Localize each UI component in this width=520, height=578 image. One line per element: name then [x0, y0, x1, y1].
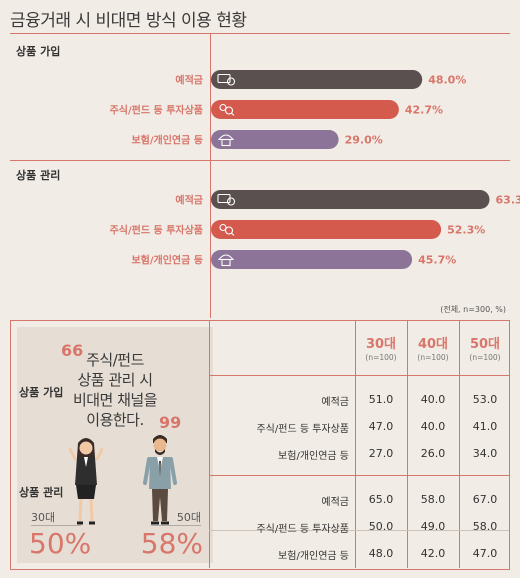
table-cell: 27.0	[368, 447, 394, 460]
column-sample-50s: (n=100)	[469, 353, 501, 362]
bar-category-label: 보험/개인연금 등	[131, 254, 203, 267]
table-row-label: 보험/개인연금 등	[278, 551, 349, 562]
right-age-rule	[151, 525, 201, 526]
bar-chart: 예적금 48.0% 주식/펀드 등 투자상품 42.7% 보험/개인연금 등 29.0% 예…	[110, 70, 520, 269]
table-row-label: 예적금	[321, 397, 349, 408]
callout-line-3: 비대면 채널을	[72, 391, 158, 409]
table-cell: 40.0	[420, 420, 446, 433]
table-cell: 58.0	[420, 493, 446, 506]
table-col-line	[459, 321, 460, 568]
table-section-label: 상품 관리	[19, 486, 64, 499]
table-cell: 40.0	[420, 393, 446, 406]
column-sample-30s: (n=100)	[365, 353, 397, 362]
man-figure-icon	[143, 435, 177, 525]
bar	[211, 100, 399, 119]
bar-category-label: 주식/펀드 등 투자상품	[110, 224, 203, 237]
table-row-label: 보험/개인연금 등	[278, 451, 349, 462]
bar	[211, 190, 490, 209]
table-row-label: 주식/펀드 등 투자상품	[256, 424, 349, 435]
bar-category-label: 예적금	[175, 194, 203, 207]
bar	[211, 70, 423, 89]
piggy-card-icon	[217, 193, 236, 206]
table-divider	[209, 321, 210, 568]
bar-value-label: 52.3%	[447, 224, 485, 237]
callout-line-1: 주식/펀드	[86, 351, 144, 369]
table-row-label: 예적금	[321, 497, 349, 508]
table-cell: 67.0	[472, 493, 498, 506]
left-age-rule	[31, 525, 81, 526]
table-col-line	[407, 321, 408, 568]
section-label-signup: 상품 가입	[16, 45, 61, 58]
page-title: 금융거래 시 비대면 방식 이용 현황	[10, 11, 247, 31]
table-row-label: 주식/펀드 등 투자상품	[256, 524, 349, 535]
umbrella-box-icon	[217, 134, 235, 147]
table-cell: 50.0	[368, 520, 394, 533]
column-header-40s: 40대	[417, 337, 449, 352]
bar-value-label: 48.0%	[428, 74, 466, 87]
coin-magnifier-icon	[219, 103, 235, 116]
table-cell: 47.0	[472, 547, 498, 560]
column-sample-40s: (n=100)	[417, 353, 449, 362]
piggy-card-icon	[217, 73, 236, 86]
bar-category-label: 주식/펀드 등 투자상품	[110, 104, 203, 117]
table-cell: 48.0	[368, 547, 394, 560]
callout-panel: 66 주식/펀드 상품 관리 시 비대면 채널을 이용한다. 99	[17, 327, 213, 563]
column-header-30s: 30대	[365, 337, 397, 352]
coin-magnifier-icon	[219, 223, 235, 236]
chart-frame	[10, 33, 510, 318]
bar-category-label: 예적금	[175, 74, 203, 87]
table-cell: 42.0	[420, 547, 446, 560]
table-cell: 58.0	[472, 520, 498, 533]
left-age-label: 30대	[31, 511, 56, 524]
table-section-rule	[209, 475, 509, 476]
age-breakdown-panel: 66 주식/펀드 상품 관리 시 비대면 채널을 이용한다. 99	[10, 320, 510, 570]
table-cell: 49.0	[420, 520, 446, 533]
bar-value-label: 45.7%	[418, 254, 456, 267]
table-cell: 53.0	[472, 393, 498, 406]
bar-value-label: 29.0%	[345, 134, 383, 147]
table-col-line	[355, 321, 356, 568]
sample-note: (전체, n=300, %)	[440, 305, 506, 314]
table-section-label: 상품 가입	[19, 386, 64, 399]
woman-figure-icon	[69, 438, 103, 525]
callout-line-2: 상품 관리 시	[77, 371, 153, 389]
open-quote-mark: 66	[61, 341, 84, 360]
table-cell: 34.0	[472, 447, 498, 460]
table-cell: 41.0	[472, 420, 498, 433]
umbrella-box-icon	[217, 254, 235, 267]
callout-line-4: 이용한다.	[86, 411, 144, 429]
right-age-label: 50대	[176, 511, 201, 524]
bar	[211, 220, 442, 239]
bar	[211, 250, 413, 269]
close-quote-mark: 99	[159, 413, 182, 432]
table-cell: 51.0	[368, 393, 394, 406]
section-label-manage: 상품 관리	[16, 169, 61, 182]
column-header-50s: 50대	[469, 337, 501, 352]
table-header-rule	[209, 375, 509, 376]
table-cell: 47.0	[368, 420, 394, 433]
bar-value-label: 42.7%	[405, 104, 443, 117]
bar	[211, 130, 339, 149]
section-divider	[10, 160, 510, 161]
bar-category-label: 보험/개인연금 등	[131, 134, 203, 147]
table-row-rule	[209, 530, 509, 531]
left-age-percent: 50%	[29, 527, 92, 560]
bar-value-label: 63.3%	[496, 194, 520, 207]
right-age-percent: 58%	[140, 527, 203, 560]
chart-axis-line	[210, 33, 211, 318]
table-cell: 26.0	[420, 447, 446, 460]
table-cell: 65.0	[368, 493, 394, 506]
